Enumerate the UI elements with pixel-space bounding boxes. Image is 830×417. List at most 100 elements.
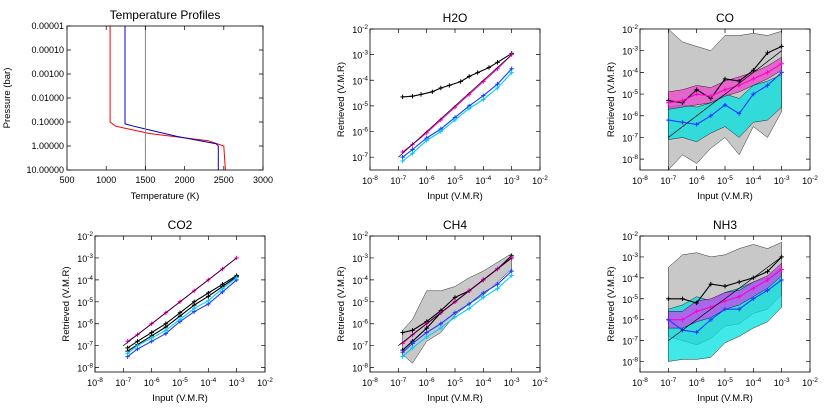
panel-co2: [94, 235, 266, 373]
x-tick-label: 10-7: [390, 175, 406, 186]
point-blue: [736, 307, 742, 312]
point-cyan: [400, 354, 405, 359]
y-tick-label: 10.00000: [26, 165, 64, 175]
series-identity: [398, 54, 512, 158]
point-black: [694, 300, 699, 306]
point-cyan: [452, 314, 458, 320]
point-blue: [751, 91, 756, 97]
point-cyan: [410, 151, 415, 156]
x-tick-label: 10-2: [257, 377, 273, 388]
y-tick-label: 10-7: [622, 132, 638, 143]
point-blue: [722, 102, 728, 108]
point-black: [694, 87, 699, 92]
x-tick-label: 10-2: [532, 377, 548, 388]
point-cyan: [452, 117, 458, 123]
panel-temperature-profiles: [66, 25, 264, 171]
y-tick-label: 10-6: [352, 127, 368, 138]
x-tick-label: 10-3: [504, 377, 520, 388]
point-black: [708, 281, 714, 287]
point-cyan: [125, 351, 130, 356]
point-black: [430, 89, 435, 95]
point-black: [736, 78, 742, 84]
point-blue: [410, 341, 415, 346]
x-tick-label: 10-4: [745, 377, 761, 388]
y-tick-label: 10-8: [622, 154, 638, 165]
panel-ch4: [369, 235, 541, 373]
y-axis-label: Retrieved (V.M.R): [336, 266, 347, 341]
x-tick-label: 10-4: [475, 175, 491, 186]
point-magenta: [694, 309, 699, 314]
x-tick-label: 10-6: [419, 377, 435, 388]
point-cyan: [481, 97, 486, 102]
point-cyan: [438, 325, 444, 331]
x-tick-label: 10-5: [717, 175, 733, 186]
x-tick-label: 2500: [214, 175, 234, 185]
chart-title: CO2: [168, 218, 193, 232]
x-tick-label: 10-5: [717, 377, 733, 388]
x-tick-label: 10-7: [115, 377, 131, 388]
y-tick-label: 10-8: [622, 357, 638, 368]
y-axis-label: Retrieved (V.M.R): [336, 62, 347, 137]
point-black1: [452, 295, 458, 300]
y-tick-label: 10-2: [352, 231, 368, 242]
point-cyan: [424, 138, 429, 143]
point-magenta: [751, 76, 756, 82]
x-tick-label: 3000: [253, 175, 273, 185]
panel-nh3: [639, 235, 811, 373]
y-tick-label: 10-8: [77, 363, 93, 374]
x-tick-label: 10-6: [419, 175, 435, 186]
chart-title: NH3: [713, 218, 737, 232]
y-axis-label: Retrieved (V.M.R): [61, 266, 72, 341]
plot-frame: [66, 25, 264, 171]
y-tick-label: 10-7: [622, 336, 638, 347]
point-blue: [481, 93, 486, 98]
x-tick-label: 10-5: [172, 377, 188, 388]
point-magenta: [779, 61, 784, 66]
y-tick-label: 10-3: [622, 46, 638, 57]
point-blue: [765, 288, 770, 293]
x-axis-label: Input (V.M.R): [697, 191, 753, 202]
point-cyan: [410, 345, 415, 351]
x-tick-label: 1000: [96, 175, 116, 185]
y-tick-label: 10-5: [622, 294, 638, 305]
y-tick-label: 10-4: [77, 275, 93, 286]
point-blue: [680, 120, 685, 125]
point-blue: [495, 282, 500, 287]
point-blue: [424, 330, 429, 335]
point-blue: [694, 330, 699, 335]
y-tick-label: 10-4: [352, 275, 368, 286]
y-tick-label: 10-6: [352, 319, 368, 330]
point-magenta: [694, 91, 699, 97]
point-black: [410, 93, 415, 99]
y-tick-label: 10-7: [77, 341, 93, 352]
y-tick-label: 10-7: [352, 341, 368, 352]
point-cyan: [149, 335, 154, 341]
point-black: [438, 85, 444, 91]
point-cyan: [163, 328, 169, 333]
point-black: [736, 279, 742, 285]
chart-title: Temperature Profiles: [110, 8, 221, 22]
point-black: [447, 83, 452, 88]
point-blue: [466, 301, 472, 307]
x-tick-label: 10-3: [774, 377, 790, 388]
point-cyan: [509, 70, 514, 75]
point-cyan: [135, 343, 140, 348]
x-tick-label: 10-5: [447, 377, 463, 388]
point-black: [765, 50, 770, 56]
x-tick-label: 10-8: [362, 377, 378, 388]
y-tick-label: 10-6: [622, 315, 638, 326]
point-blue: [495, 81, 500, 87]
point-magenta: [765, 277, 770, 283]
point-blue: [400, 154, 405, 160]
y-tick-label: 10-6: [77, 319, 93, 330]
x-axis-label: Input (V.M.R): [152, 393, 208, 404]
point-magenta: [708, 304, 714, 310]
x-tick-label: 10-6: [689, 377, 705, 388]
x-tick-label: 10-2: [802, 175, 818, 186]
point-black: [680, 296, 685, 301]
x-tick-label: 10-8: [632, 377, 648, 388]
chart-title: CO: [716, 11, 734, 25]
point-blue: [452, 310, 458, 315]
panel-co: [639, 28, 811, 171]
point-blue: [410, 147, 415, 152]
